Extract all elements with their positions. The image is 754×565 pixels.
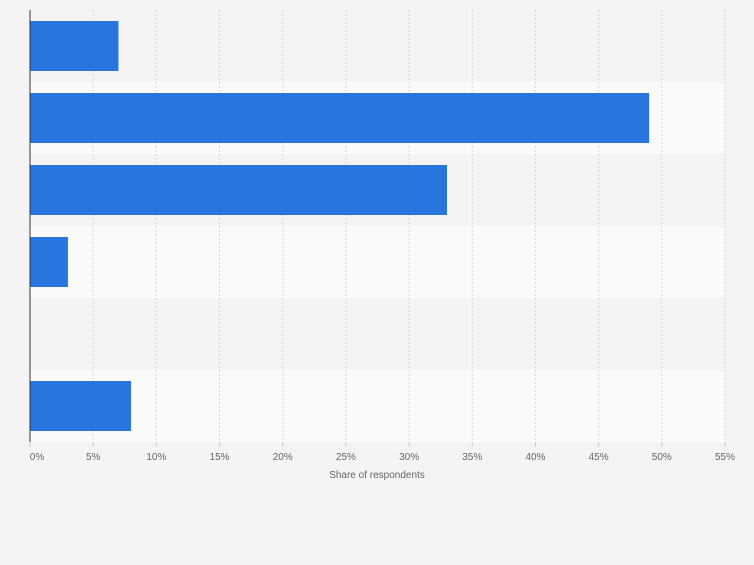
row-bands <box>30 10 725 442</box>
x-tick-labels: 0% 5% 10% 15% 20% 25% 30% 35% 40% 45% 50% 55% <box>29 442 735 463</box>
x-tick-label: 45% <box>589 452 609 463</box>
x-tick-label: 25% <box>336 452 356 463</box>
row-band <box>30 10 725 82</box>
bar <box>30 21 119 71</box>
x-tick-label: 15% <box>210 452 230 463</box>
bar <box>30 381 132 431</box>
x-tick-label: 55% <box>715 452 735 463</box>
x-tick-label: 0% <box>30 452 45 463</box>
bar <box>30 165 447 215</box>
bar <box>30 237 68 287</box>
x-tick-label: 20% <box>273 452 293 463</box>
row-band <box>30 370 725 442</box>
row-band <box>30 298 725 370</box>
x-tick-label: 5% <box>86 452 101 463</box>
x-tick-label: 35% <box>462 452 482 463</box>
gridlines <box>92 10 726 442</box>
row-band <box>30 226 725 298</box>
x-tick-label: 50% <box>652 452 672 463</box>
bar <box>30 93 650 143</box>
x-axis-title: Share of respondents <box>329 470 425 481</box>
bars <box>30 21 650 431</box>
x-tick-label: 30% <box>399 452 419 463</box>
x-tick-label: 10% <box>146 452 166 463</box>
x-tick-label: 40% <box>525 452 545 463</box>
